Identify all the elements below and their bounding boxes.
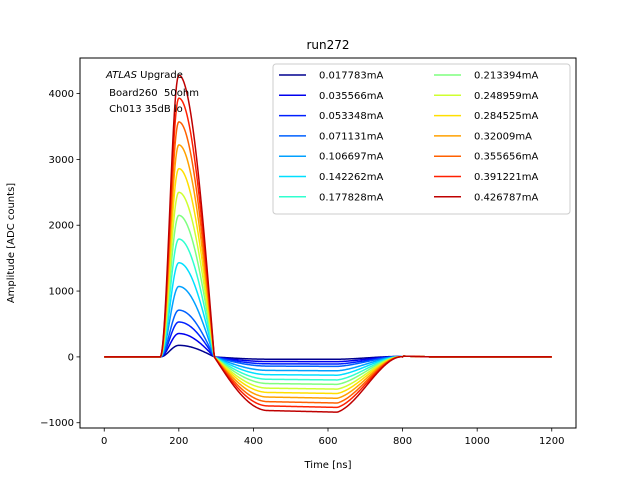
legend-item: 0.017783mA: [279, 71, 383, 82]
legend-label: 0.053348mA: [319, 111, 383, 122]
chart-title: run272: [306, 38, 349, 52]
y-tick-label: 0: [68, 352, 74, 363]
y-tick-label: 1000: [49, 287, 74, 298]
legend-label: 0.017783mA: [319, 71, 383, 82]
legend-label: 0.284525mA: [474, 111, 538, 122]
legend-item: 0.071131mA: [279, 131, 383, 142]
legend-label: 0.177828mA: [319, 192, 383, 203]
axis-ticks: 0 200 400 600 800 1000 1200 −1000 0 1000 2000 3000 4…: [40, 89, 564, 447]
y-axis-label: Amplitude [ADC counts]: [6, 183, 17, 303]
x-tick-label: 800: [393, 436, 412, 447]
legend-label: 0.32009mA: [474, 131, 532, 142]
legend-box: [272, 63, 571, 215]
legend-label: 0.248959mA: [474, 91, 538, 102]
legend-label: 0.355656mA: [474, 152, 538, 163]
legend-item: 0.106697mA: [279, 152, 383, 163]
legend-item: 0.391221mA: [434, 172, 538, 183]
annotation-upgrade: Upgrade: [137, 70, 183, 81]
legend-label: 0.106697mA: [319, 152, 383, 163]
legend: 0.017783mA 0.035566mA 0.053348mA 0.071131mA…: [272, 63, 571, 215]
annotation-atlas: ATLAS: [105, 70, 138, 81]
x-tick-label: 400: [244, 436, 263, 447]
plot-area: [104, 74, 552, 413]
legend-item: 0.177828mA: [279, 192, 383, 203]
legend-item: 0.284525mA: [434, 111, 538, 122]
x-tick-label: 600: [318, 436, 337, 447]
atlas-annotation: ATLAS Upgrade Board260 50ohm Ch013 35dB …: [105, 70, 199, 115]
legend-label: 0.391221mA: [474, 172, 538, 183]
legend-label: 0.426787mA: [474, 192, 538, 203]
annotation-line-2: Board260 50ohm: [106, 88, 199, 99]
legend-item: 0.355656mA: [434, 152, 538, 163]
legend-item: 0.142262mA: [279, 172, 383, 183]
legend-label: 0.035566mA: [319, 91, 383, 102]
x-tick-label: 200: [169, 436, 188, 447]
legend-item: 0.248959mA: [434, 91, 538, 102]
y-tick-label: −1000: [40, 418, 74, 429]
y-tick-label: 3000: [49, 155, 74, 166]
x-tick-label: 0: [101, 436, 107, 447]
legend-item: 0.426787mA: [434, 192, 538, 203]
y-tick-label: 4000: [49, 89, 74, 100]
series-line-14: [104, 74, 552, 413]
x-tick-label: 1200: [539, 436, 564, 447]
y-tick-label: 2000: [49, 221, 74, 232]
plot-frame: [79, 57, 577, 429]
legend-item: 0.32009mA: [434, 131, 532, 142]
legend-label: 0.142262mA: [319, 172, 383, 183]
x-axis-label: Time [ns]: [303, 460, 351, 471]
legend-item: 0.035566mA: [279, 91, 383, 102]
legend-item: 0.053348mA: [279, 111, 383, 122]
x-tick-label: 1000: [464, 436, 489, 447]
annotation-line-1: ATLAS Upgrade: [105, 70, 183, 81]
legend-label: 0.071131mA: [319, 131, 383, 142]
legend-item: 0.213394mA: [434, 71, 538, 82]
legend-label: 0.213394mA: [474, 71, 538, 82]
annotation-line-3: Ch013 35dB lo: [106, 104, 183, 115]
